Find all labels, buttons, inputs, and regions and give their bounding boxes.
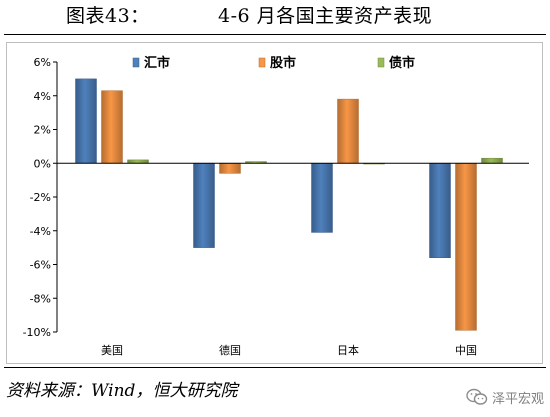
source-note: 资料来源：Wind，恒大研究院: [6, 381, 238, 401]
legend-label-equity: 股市: [270, 55, 296, 71]
y-tick-label: 4%: [34, 90, 51, 103]
bar-equity-1: [101, 90, 123, 164]
y-tick-label: 0%: [34, 157, 51, 170]
watermark: 泽平宏观: [466, 384, 544, 410]
bar-fx-1: [75, 78, 97, 164]
figure-label: 图表43：: [66, 5, 150, 27]
bar-bond-1: [127, 159, 149, 164]
bottom-rule: [4, 367, 546, 368]
y-tick-label: -6%: [30, 259, 51, 272]
y-tick-label: 6%: [34, 56, 51, 69]
x-tick-label: 德国: [219, 343, 241, 357]
legend-swatch-bond: [377, 57, 385, 68]
wechat-icon: [466, 388, 488, 405]
bar-equity-3: [337, 98, 359, 164]
y-tick-label: -2%: [30, 191, 51, 204]
legend-label-fx: 汇市: [144, 55, 170, 71]
legend-swatch-fx: [132, 57, 140, 68]
x-tick-label: 中国: [455, 344, 477, 357]
y-tick-label: -8%: [30, 292, 51, 305]
bar-fx-4: [429, 163, 451, 258]
bar-bond-4: [481, 157, 503, 164]
figure-title-text: 4-6 月各国主要资产表现: [218, 5, 433, 27]
bar-fx-2: [193, 163, 215, 248]
y-tick-label: -10%: [23, 326, 51, 339]
watermark-text: 泽平宏观: [491, 391, 544, 407]
bar-equity-2: [219, 163, 241, 174]
y-tick-label: 2%: [34, 124, 51, 137]
bar-fx-3: [311, 163, 333, 233]
bar-equity-4: [455, 163, 477, 331]
chart-frame: 6% 4% 2% 0% -2% -4% -6% -8% -10% 美国 德国 日本 中国 汇市 股市 债市: [6, 42, 543, 364]
figure-title: 图表43： 4-6 月各国主要资产表现: [0, 0, 550, 32]
legend-label-bond: 债市: [389, 55, 415, 71]
legend-swatch-equity: [258, 57, 266, 68]
top-rule: [4, 34, 546, 35]
x-tick-label: 日本: [337, 343, 359, 357]
bar-chart: 6% 4% 2% 0% -2% -4% -6% -8% -10% 美国 德国 日本 中国 汇市 股市 债市: [23, 55, 529, 357]
y-tick-label: -4%: [30, 225, 51, 238]
x-tick-label: 美国: [101, 344, 123, 357]
